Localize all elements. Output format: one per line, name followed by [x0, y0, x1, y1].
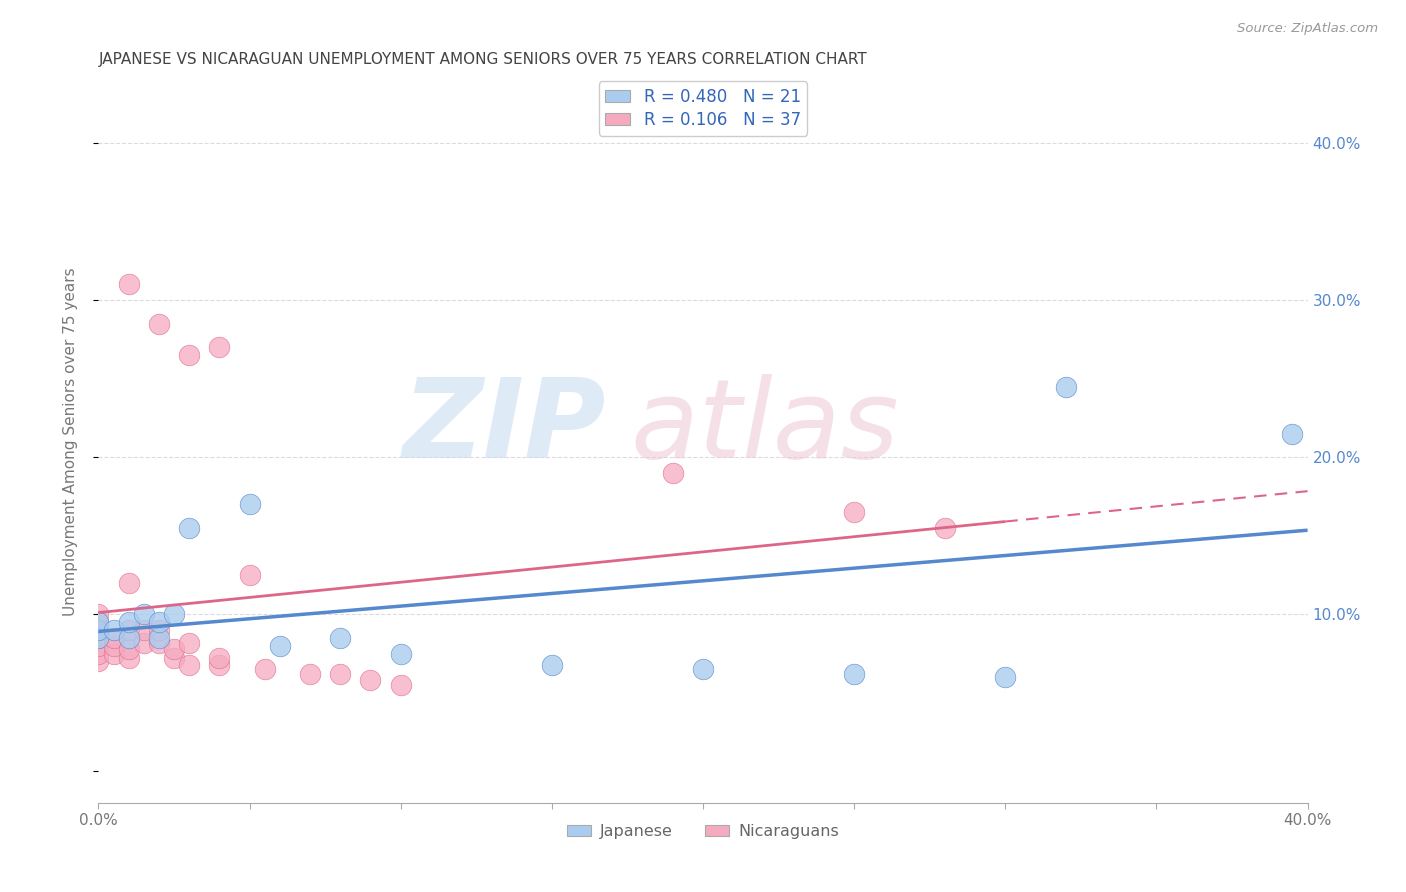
Point — [389, 647, 412, 661]
Point — [87, 631, 110, 645]
Point — [87, 639, 110, 653]
Point — [148, 615, 170, 630]
Point — [661, 466, 683, 480]
Point — [132, 607, 155, 622]
Point — [87, 631, 110, 645]
Text: ZIP: ZIP — [402, 374, 606, 481]
Point — [179, 348, 201, 362]
Point — [179, 635, 201, 649]
Point — [163, 607, 186, 622]
Legend: Japanese, Nicaraguans: Japanese, Nicaraguans — [560, 818, 846, 846]
Point — [148, 317, 170, 331]
Text: Source: ZipAtlas.com: Source: ZipAtlas.com — [1237, 22, 1378, 36]
Point — [118, 615, 141, 630]
Point — [118, 575, 141, 590]
Point — [118, 641, 141, 656]
Point — [87, 615, 110, 630]
Point — [1054, 379, 1077, 393]
Point — [103, 647, 125, 661]
Point — [118, 277, 141, 292]
Point — [360, 673, 382, 688]
Point — [87, 647, 110, 661]
Point — [994, 670, 1017, 684]
Point — [132, 635, 155, 649]
Point — [87, 615, 110, 630]
Point — [87, 623, 110, 637]
Point — [239, 568, 262, 582]
Point — [103, 623, 125, 637]
Point — [299, 667, 322, 681]
Point — [163, 641, 186, 656]
Point — [239, 497, 262, 511]
Point — [179, 521, 201, 535]
Point — [329, 631, 352, 645]
Point — [132, 623, 155, 637]
Point — [208, 657, 231, 672]
Point — [329, 667, 352, 681]
Point — [87, 655, 110, 669]
Y-axis label: Unemployment Among Seniors over 75 years: Unemployment Among Seniors over 75 years — [63, 268, 77, 615]
Text: JAPANESE VS NICARAGUAN UNEMPLOYMENT AMONG SENIORS OVER 75 YEARS CORRELATION CHAR: JAPANESE VS NICARAGUAN UNEMPLOYMENT AMON… — [98, 52, 868, 67]
Point — [118, 623, 141, 637]
Point — [148, 635, 170, 649]
Point — [844, 505, 866, 519]
Point — [103, 639, 125, 653]
Point — [148, 631, 170, 645]
Point — [1281, 426, 1303, 441]
Point — [118, 631, 141, 645]
Point — [87, 623, 110, 637]
Point — [253, 662, 276, 676]
Point — [269, 639, 291, 653]
Point — [844, 667, 866, 681]
Point — [934, 521, 956, 535]
Point — [389, 678, 412, 692]
Point — [103, 631, 125, 645]
Text: atlas: atlas — [630, 374, 898, 481]
Point — [163, 651, 186, 665]
Point — [540, 657, 562, 672]
Point — [179, 657, 201, 672]
Point — [692, 662, 714, 676]
Point — [208, 340, 231, 354]
Point — [87, 607, 110, 622]
Point — [208, 651, 231, 665]
Point — [118, 651, 141, 665]
Point — [148, 623, 170, 637]
